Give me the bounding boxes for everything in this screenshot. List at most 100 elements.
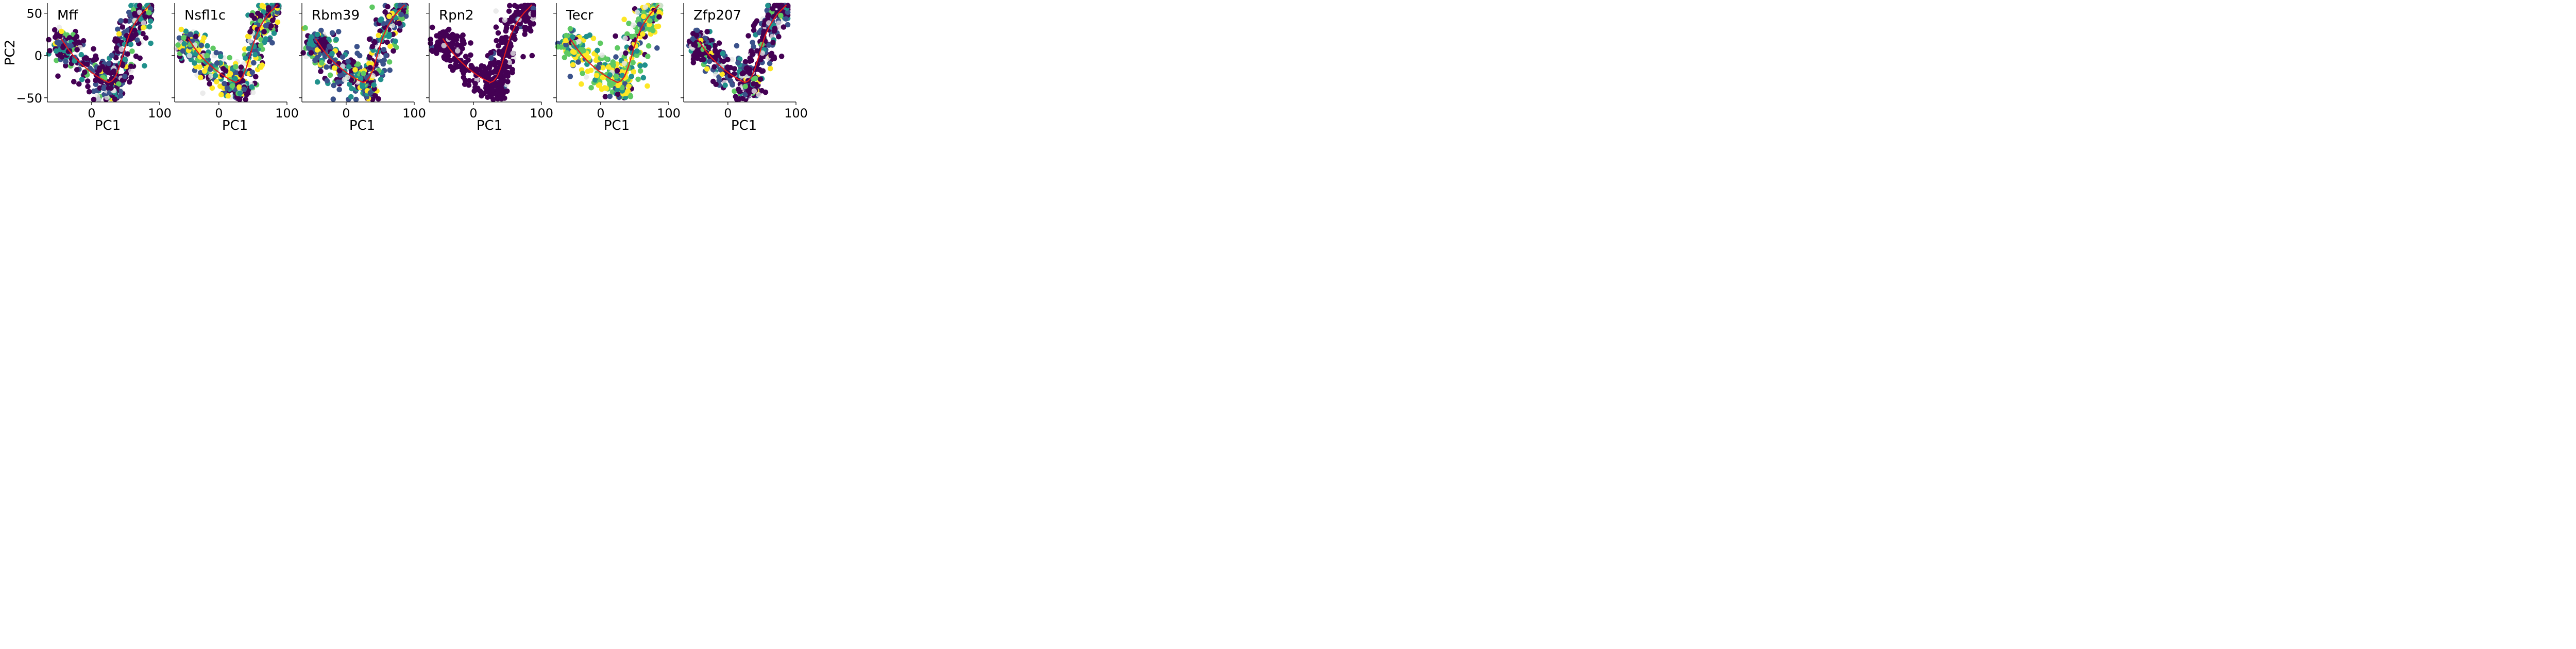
trajectory-curve bbox=[188, 4, 278, 83]
scatter-point bbox=[243, 96, 249, 103]
scatter-point bbox=[137, 9, 143, 15]
scatter-point bbox=[63, 59, 69, 65]
scatter-point bbox=[613, 33, 618, 39]
x-tick-label: 0 bbox=[342, 106, 350, 121]
scatter-point bbox=[128, 75, 134, 80]
scatter-point bbox=[183, 28, 189, 34]
scatter-point bbox=[127, 79, 132, 85]
scatter-point bbox=[128, 63, 134, 70]
scatter-point bbox=[735, 87, 741, 92]
scatter-point bbox=[148, 18, 154, 24]
scatter-point bbox=[448, 63, 453, 70]
scatter-point bbox=[472, 81, 478, 87]
scatter-point bbox=[579, 81, 584, 87]
scatter-point bbox=[237, 91, 243, 96]
scatter-point bbox=[455, 57, 461, 63]
scatter-point bbox=[716, 78, 722, 83]
scatter-point bbox=[262, 39, 267, 45]
scatter-point bbox=[137, 3, 143, 9]
scatter-point bbox=[642, 62, 648, 68]
scatter-point bbox=[227, 55, 233, 61]
scatter-point bbox=[84, 61, 90, 67]
scatter-point bbox=[580, 71, 586, 76]
scatter-point bbox=[634, 48, 640, 54]
scatter-point bbox=[510, 15, 516, 21]
scatter-point bbox=[581, 37, 586, 43]
scatter-point bbox=[650, 28, 656, 33]
scatter-point bbox=[497, 81, 503, 88]
x-tick-label: 0 bbox=[469, 106, 477, 121]
scatter-point bbox=[512, 3, 518, 9]
scatter-point bbox=[481, 90, 487, 96]
scatter-point bbox=[327, 43, 332, 49]
scatter-point bbox=[111, 68, 117, 74]
scatter-point bbox=[607, 93, 613, 99]
scatter-point bbox=[563, 32, 569, 39]
scatter-point bbox=[584, 33, 589, 40]
scatter-point bbox=[335, 79, 341, 85]
scatter-point bbox=[756, 30, 762, 36]
scatter-point bbox=[759, 88, 765, 94]
scatter-point bbox=[74, 47, 80, 53]
scatter-point bbox=[208, 73, 214, 79]
scatter-point bbox=[76, 81, 82, 87]
scatter-point bbox=[498, 52, 504, 58]
scatter-point bbox=[396, 20, 402, 26]
scatter-point bbox=[223, 68, 229, 74]
scatter-point bbox=[53, 34, 58, 40]
scatter-point bbox=[104, 95, 110, 100]
scatter-point bbox=[192, 60, 197, 66]
scatter-point bbox=[93, 81, 99, 88]
scatter-point bbox=[530, 10, 536, 16]
scatter-point bbox=[59, 28, 64, 35]
scatter-point bbox=[367, 55, 372, 61]
panel-nsfl1c: 0 100 PC1 Nsfl1c bbox=[172, 3, 299, 133]
scatter-point bbox=[120, 62, 126, 69]
scatter-point bbox=[637, 21, 642, 27]
scatter-point bbox=[605, 76, 612, 82]
scatter-point bbox=[694, 55, 700, 61]
scatter-point bbox=[200, 90, 206, 96]
scatter-point bbox=[640, 31, 646, 37]
scatter-point bbox=[109, 53, 115, 58]
scatter-point bbox=[246, 46, 252, 52]
scatter-point bbox=[527, 25, 533, 31]
scatter-point bbox=[570, 48, 576, 55]
scatter-point bbox=[751, 27, 757, 33]
scatter-point bbox=[722, 82, 728, 88]
scatter-point bbox=[378, 76, 384, 82]
scatter-point bbox=[324, 64, 329, 70]
scatter-point bbox=[530, 16, 536, 22]
scatter-point bbox=[236, 79, 242, 85]
scatter-point bbox=[148, 40, 154, 46]
scatter-point bbox=[468, 40, 473, 46]
scatter-point bbox=[631, 69, 637, 75]
scatter-point bbox=[117, 89, 123, 95]
scatter-point bbox=[187, 31, 193, 38]
scatter-point bbox=[435, 39, 441, 45]
panel-mff: 0 100 50 0 −50 PC1 PC2 Mff bbox=[3, 3, 172, 133]
scatter-point bbox=[747, 55, 753, 61]
scatter-point bbox=[613, 54, 619, 60]
scatter-point bbox=[517, 21, 523, 27]
scatter-point bbox=[502, 73, 508, 79]
panel-rbm39: 0 100 PC1 Rbm39 bbox=[299, 3, 426, 133]
scatter-point bbox=[54, 58, 59, 63]
scatter-point bbox=[453, 33, 459, 40]
scatter-point bbox=[270, 5, 276, 11]
scatter-point bbox=[704, 66, 710, 72]
scatter-point bbox=[600, 65, 606, 71]
scatter-point bbox=[247, 38, 253, 44]
scatter-point bbox=[71, 79, 77, 84]
panel-title: Zfp207 bbox=[693, 8, 741, 23]
scatter-point bbox=[654, 45, 660, 51]
scatter-point bbox=[133, 53, 139, 59]
scatter-point bbox=[93, 77, 98, 83]
scatter-point bbox=[122, 74, 128, 79]
scatter-point bbox=[123, 18, 128, 24]
panel-rpn2: 0 100 PC1 Rpn2 bbox=[426, 3, 553, 133]
scatter-point bbox=[429, 24, 435, 30]
scatter-point bbox=[54, 40, 60, 45]
scatter-point bbox=[300, 50, 306, 56]
scatter-point bbox=[348, 94, 354, 100]
